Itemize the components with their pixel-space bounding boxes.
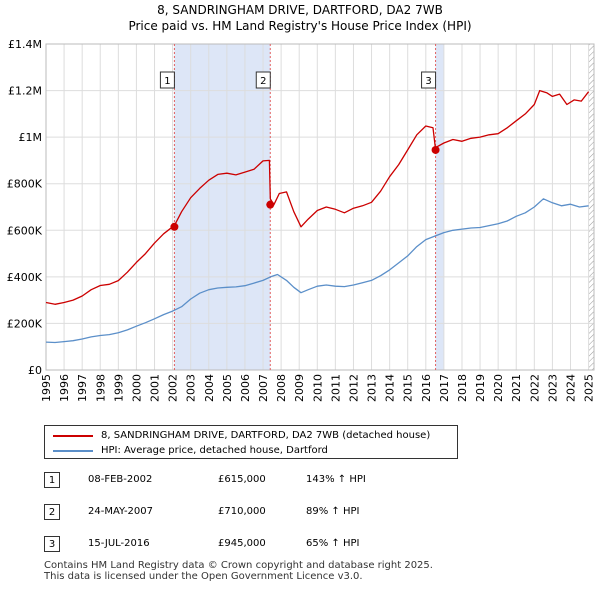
y-tick-label: £1.2M bbox=[8, 85, 42, 98]
x-tick-label: 2013 bbox=[366, 374, 379, 402]
x-tick-label: 2007 bbox=[257, 374, 270, 402]
x-tick-label: 2022 bbox=[528, 374, 541, 402]
y-tick-label: £800K bbox=[7, 178, 43, 191]
x-tick-label: 2018 bbox=[456, 374, 469, 402]
x-tick-label: 2016 bbox=[420, 374, 433, 402]
x-tick-label: 2021 bbox=[510, 374, 523, 402]
x-tick-label: 2017 bbox=[438, 374, 451, 402]
sale-row: 1 08-FEB-2002 £615,000 143% ↑ HPI bbox=[44, 472, 464, 492]
x-tick-label: 2008 bbox=[275, 374, 288, 402]
x-tick-label: 2009 bbox=[293, 374, 306, 402]
legend-swatch-hpi bbox=[53, 450, 93, 452]
x-tick-label: 1996 bbox=[58, 374, 71, 402]
x-tick-label: 2025 bbox=[583, 374, 596, 402]
y-tick-label: £0 bbox=[28, 364, 42, 377]
sale-date: 24-MAY-2007 bbox=[88, 506, 154, 517]
x-tick-label: 2020 bbox=[492, 374, 505, 402]
y-tick-label: £200K bbox=[7, 317, 43, 330]
sale-badge-box bbox=[421, 71, 437, 89]
plot-border bbox=[45, 43, 595, 371]
sale-marker: 2 bbox=[44, 504, 60, 520]
sale-price: £945,000 bbox=[218, 538, 266, 549]
legend-label-property: 8, SANDRINGHAM DRIVE, DARTFORD, DA2 7WB … bbox=[101, 430, 431, 441]
shaded-period bbox=[174, 44, 271, 370]
x-tick-label: 2001 bbox=[149, 374, 162, 402]
x-tick-label: 2014 bbox=[384, 374, 397, 402]
sale-marker: 1 bbox=[44, 472, 60, 488]
x-tick-label: 1997 bbox=[76, 374, 89, 402]
sale-badge-box bbox=[159, 71, 175, 89]
sale-marker: 3 bbox=[44, 536, 60, 552]
x-tick-label: 2003 bbox=[185, 374, 198, 402]
footer: Contains HM Land Registry data © Crown c… bbox=[44, 560, 433, 582]
y-tick-label: £600K bbox=[7, 224, 43, 237]
sale-hpi-change: 143% ↑ HPI bbox=[306, 474, 366, 485]
x-tick-label: 2023 bbox=[546, 374, 559, 402]
x-tick-label: 2000 bbox=[130, 374, 143, 402]
forecast-hatch bbox=[588, 44, 594, 370]
sale-price: £615,000 bbox=[218, 474, 266, 485]
y-tick-label: £400K bbox=[7, 271, 43, 284]
x-tick-label: 2011 bbox=[329, 374, 342, 402]
x-tick-label: 1995 bbox=[40, 374, 53, 402]
x-tick-label: 2004 bbox=[203, 374, 216, 402]
x-tick-label: 2005 bbox=[221, 374, 234, 402]
sale-row: 2 24-MAY-2007 £710,000 89% ↑ HPI bbox=[44, 504, 464, 524]
sale-point bbox=[170, 222, 179, 231]
legend: 8, SANDRINGHAM DRIVE, DARTFORD, DA2 7WB … bbox=[44, 425, 458, 459]
x-tick-label: 2006 bbox=[239, 374, 252, 402]
x-tick-label: 2015 bbox=[402, 374, 415, 402]
sale-date: 08-FEB-2002 bbox=[88, 474, 153, 485]
price-chart: £0 £200K £400K £600K £800K £1M £1.2M £1.4M 1995 1… bbox=[7, 38, 596, 402]
footer-copyright: Contains HM Land Registry data © Crown c… bbox=[44, 560, 433, 571]
x-tick-label: 1998 bbox=[94, 374, 107, 402]
sale-point bbox=[431, 145, 440, 154]
y-tick-label: £1.4M bbox=[8, 38, 42, 51]
sale-hpi-change: 65% ↑ HPI bbox=[306, 538, 360, 549]
sale-price: £710,000 bbox=[218, 506, 266, 517]
plot-area bbox=[46, 44, 594, 370]
hpi-line bbox=[45, 198, 589, 344]
x-tick-label: 2019 bbox=[474, 374, 487, 402]
legend-label-hpi: HPI: Average price, detached house, Dart… bbox=[101, 445, 328, 456]
sale-badge-label: 1 bbox=[164, 76, 170, 87]
sale-badge-label: 2 bbox=[260, 76, 266, 87]
property-price-line bbox=[45, 89, 590, 305]
x-tick-label: 2010 bbox=[311, 374, 324, 402]
x-tick-label: 1999 bbox=[112, 374, 125, 402]
shaded-period bbox=[435, 44, 444, 370]
sale-point bbox=[266, 200, 275, 209]
x-tick-label: 2024 bbox=[564, 374, 577, 402]
chart-title: 8, SANDRINGHAM DRIVE, DARTFORD, DA2 7WB bbox=[157, 3, 443, 17]
x-tick-label: 2002 bbox=[167, 374, 180, 402]
sale-badge-box bbox=[255, 71, 271, 89]
footer-licence: This data is licensed under the Open Gov… bbox=[44, 571, 363, 582]
sale-hpi-change: 89% ↑ HPI bbox=[306, 506, 360, 517]
chart-subtitle: Price paid vs. HM Land Registry's House … bbox=[128, 19, 472, 33]
sale-row: 3 15-JUL-2016 £945,000 65% ↑ HPI bbox=[44, 536, 464, 556]
x-tick-label: 2012 bbox=[347, 374, 360, 402]
y-tick-label: £1M bbox=[19, 131, 43, 144]
sale-badge-label: 3 bbox=[425, 76, 431, 87]
legend-swatch-property bbox=[53, 435, 93, 437]
sale-date: 15-JUL-2016 bbox=[88, 538, 150, 549]
